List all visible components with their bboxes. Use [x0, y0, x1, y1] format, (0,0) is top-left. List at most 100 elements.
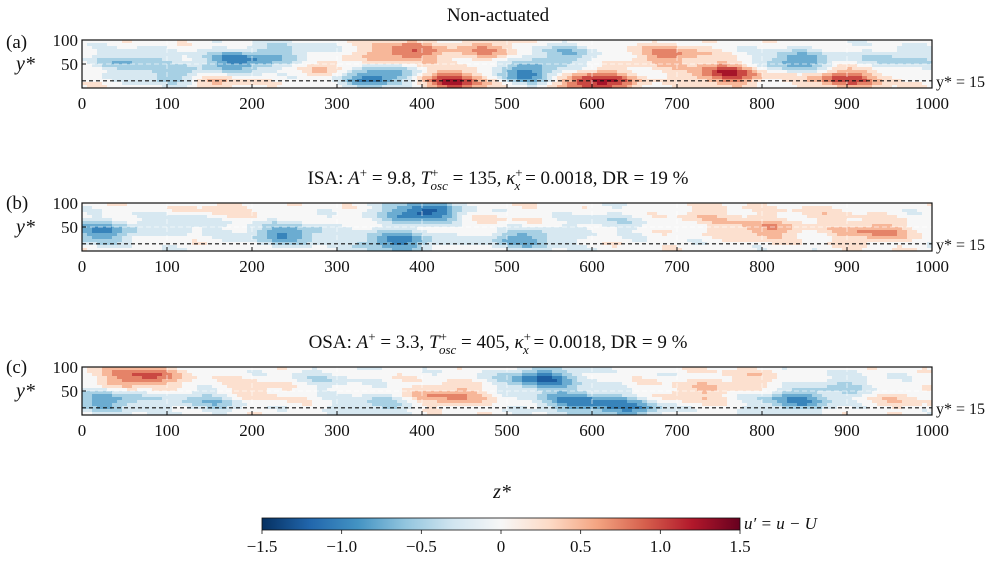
heatmap-cell — [267, 85, 273, 88]
heatmap-cell — [107, 64, 113, 68]
heatmap-cell — [737, 212, 743, 216]
heatmap-cell — [712, 227, 718, 231]
heatmap-cell — [762, 64, 768, 68]
heatmap-cell — [427, 55, 433, 59]
heatmap-cell — [822, 70, 828, 74]
heatmap-cell — [92, 209, 98, 213]
heatmap-cell — [342, 212, 348, 216]
heatmap-cell — [347, 224, 353, 228]
heatmap-cell — [772, 242, 778, 246]
heatmap-cell — [357, 67, 363, 71]
heatmap-cell — [577, 40, 583, 44]
heatmap-cell — [607, 218, 613, 222]
heatmap-cell — [727, 46, 733, 50]
heatmap-cell — [777, 218, 783, 222]
heatmap-cell — [122, 245, 128, 249]
heatmap-cell — [627, 43, 633, 47]
heatmap-cell — [527, 40, 533, 44]
heatmap-cell — [867, 82, 873, 86]
heatmap-cell — [227, 46, 233, 50]
heatmap-cell — [837, 49, 843, 53]
heatmap-cell — [277, 239, 283, 243]
heatmap-cell — [737, 52, 743, 56]
heatmap-cell — [457, 43, 463, 47]
heatmap-cell — [217, 43, 223, 47]
heatmap-cell — [177, 236, 183, 240]
heatmap-cell — [842, 82, 848, 86]
heatmap-cell — [672, 212, 678, 216]
heatmap-cell — [857, 85, 863, 88]
heatmap-cell — [162, 64, 168, 68]
heatmap-cell — [692, 221, 698, 225]
heatmap-cell — [227, 67, 233, 71]
heatmap-cell — [707, 248, 713, 251]
heatmap-cell — [652, 79, 658, 83]
heatmap-cell — [497, 242, 503, 246]
heatmap-cell — [692, 67, 698, 71]
heatmap-cell — [692, 245, 698, 249]
heatmap-cell — [82, 61, 88, 65]
heatmap-cell — [642, 230, 648, 234]
heatmap-cell — [652, 64, 658, 68]
heatmap-cell — [757, 239, 763, 243]
heatmap-cell — [677, 206, 683, 210]
heatmap-cell — [602, 55, 608, 59]
heatmap-cell — [477, 218, 483, 222]
heatmap-cell — [622, 85, 628, 88]
heatmap-cell — [777, 46, 783, 50]
heatmap-cell — [752, 40, 758, 44]
heatmap-cell — [177, 233, 183, 237]
heatmap-cell — [497, 206, 503, 210]
heatmap-cell — [607, 215, 613, 219]
heatmap-cell — [372, 206, 378, 210]
heatmap-cell — [422, 236, 428, 240]
heatmap-cell — [322, 49, 328, 53]
heatmap-cell — [922, 40, 928, 44]
heatmap-cell — [552, 203, 558, 207]
heatmap-cell — [722, 73, 728, 77]
heatmap-cell — [97, 73, 103, 77]
heatmap-cell — [487, 85, 493, 88]
heatmap-cell — [707, 61, 713, 65]
heatmap-cell — [722, 55, 728, 59]
heatmap-cell — [562, 248, 568, 251]
heatmap-cell — [532, 236, 538, 240]
heatmap-cell — [807, 43, 813, 47]
heatmap-cell — [722, 224, 728, 228]
heatmap-cell — [587, 239, 593, 243]
heatmap-cell — [762, 239, 768, 243]
heatmap-cell — [252, 73, 258, 77]
heatmap-cell — [422, 239, 428, 243]
heatmap-cell — [117, 67, 123, 71]
heatmap-cell — [467, 227, 473, 231]
heatmap-cell — [227, 76, 233, 80]
heatmap-cell — [817, 58, 823, 62]
heatmap-cell — [277, 76, 283, 80]
heatmap-cell — [667, 82, 673, 86]
heatmap-cell — [907, 64, 913, 68]
heatmap-cell — [297, 61, 303, 65]
heatmap-cell — [842, 40, 848, 44]
heatmap-cell — [862, 76, 868, 80]
heatmap-cell — [277, 224, 283, 228]
heatmap-cell — [377, 46, 383, 50]
heatmap-cell — [132, 245, 138, 249]
heatmap-cell — [742, 242, 748, 246]
heatmap-cell — [897, 67, 903, 71]
heatmap-cell — [257, 248, 263, 251]
heatmap-cell — [237, 70, 243, 74]
heatmap-cell — [282, 46, 288, 50]
heatmap-cell — [317, 215, 323, 219]
heatmap-cell — [667, 221, 673, 225]
heatmap-cell — [542, 206, 548, 210]
heatmap-cell — [107, 58, 113, 62]
heatmap-cell — [297, 218, 303, 222]
heatmap-cell — [237, 221, 243, 225]
heatmap-cell — [852, 52, 858, 56]
heatmap-cell — [347, 55, 353, 59]
heatmap-cell — [857, 67, 863, 71]
heatmap-cell — [292, 248, 298, 251]
heatmap-cell — [432, 233, 438, 237]
heatmap-cell — [142, 67, 148, 71]
heatmap-cell — [597, 230, 603, 234]
